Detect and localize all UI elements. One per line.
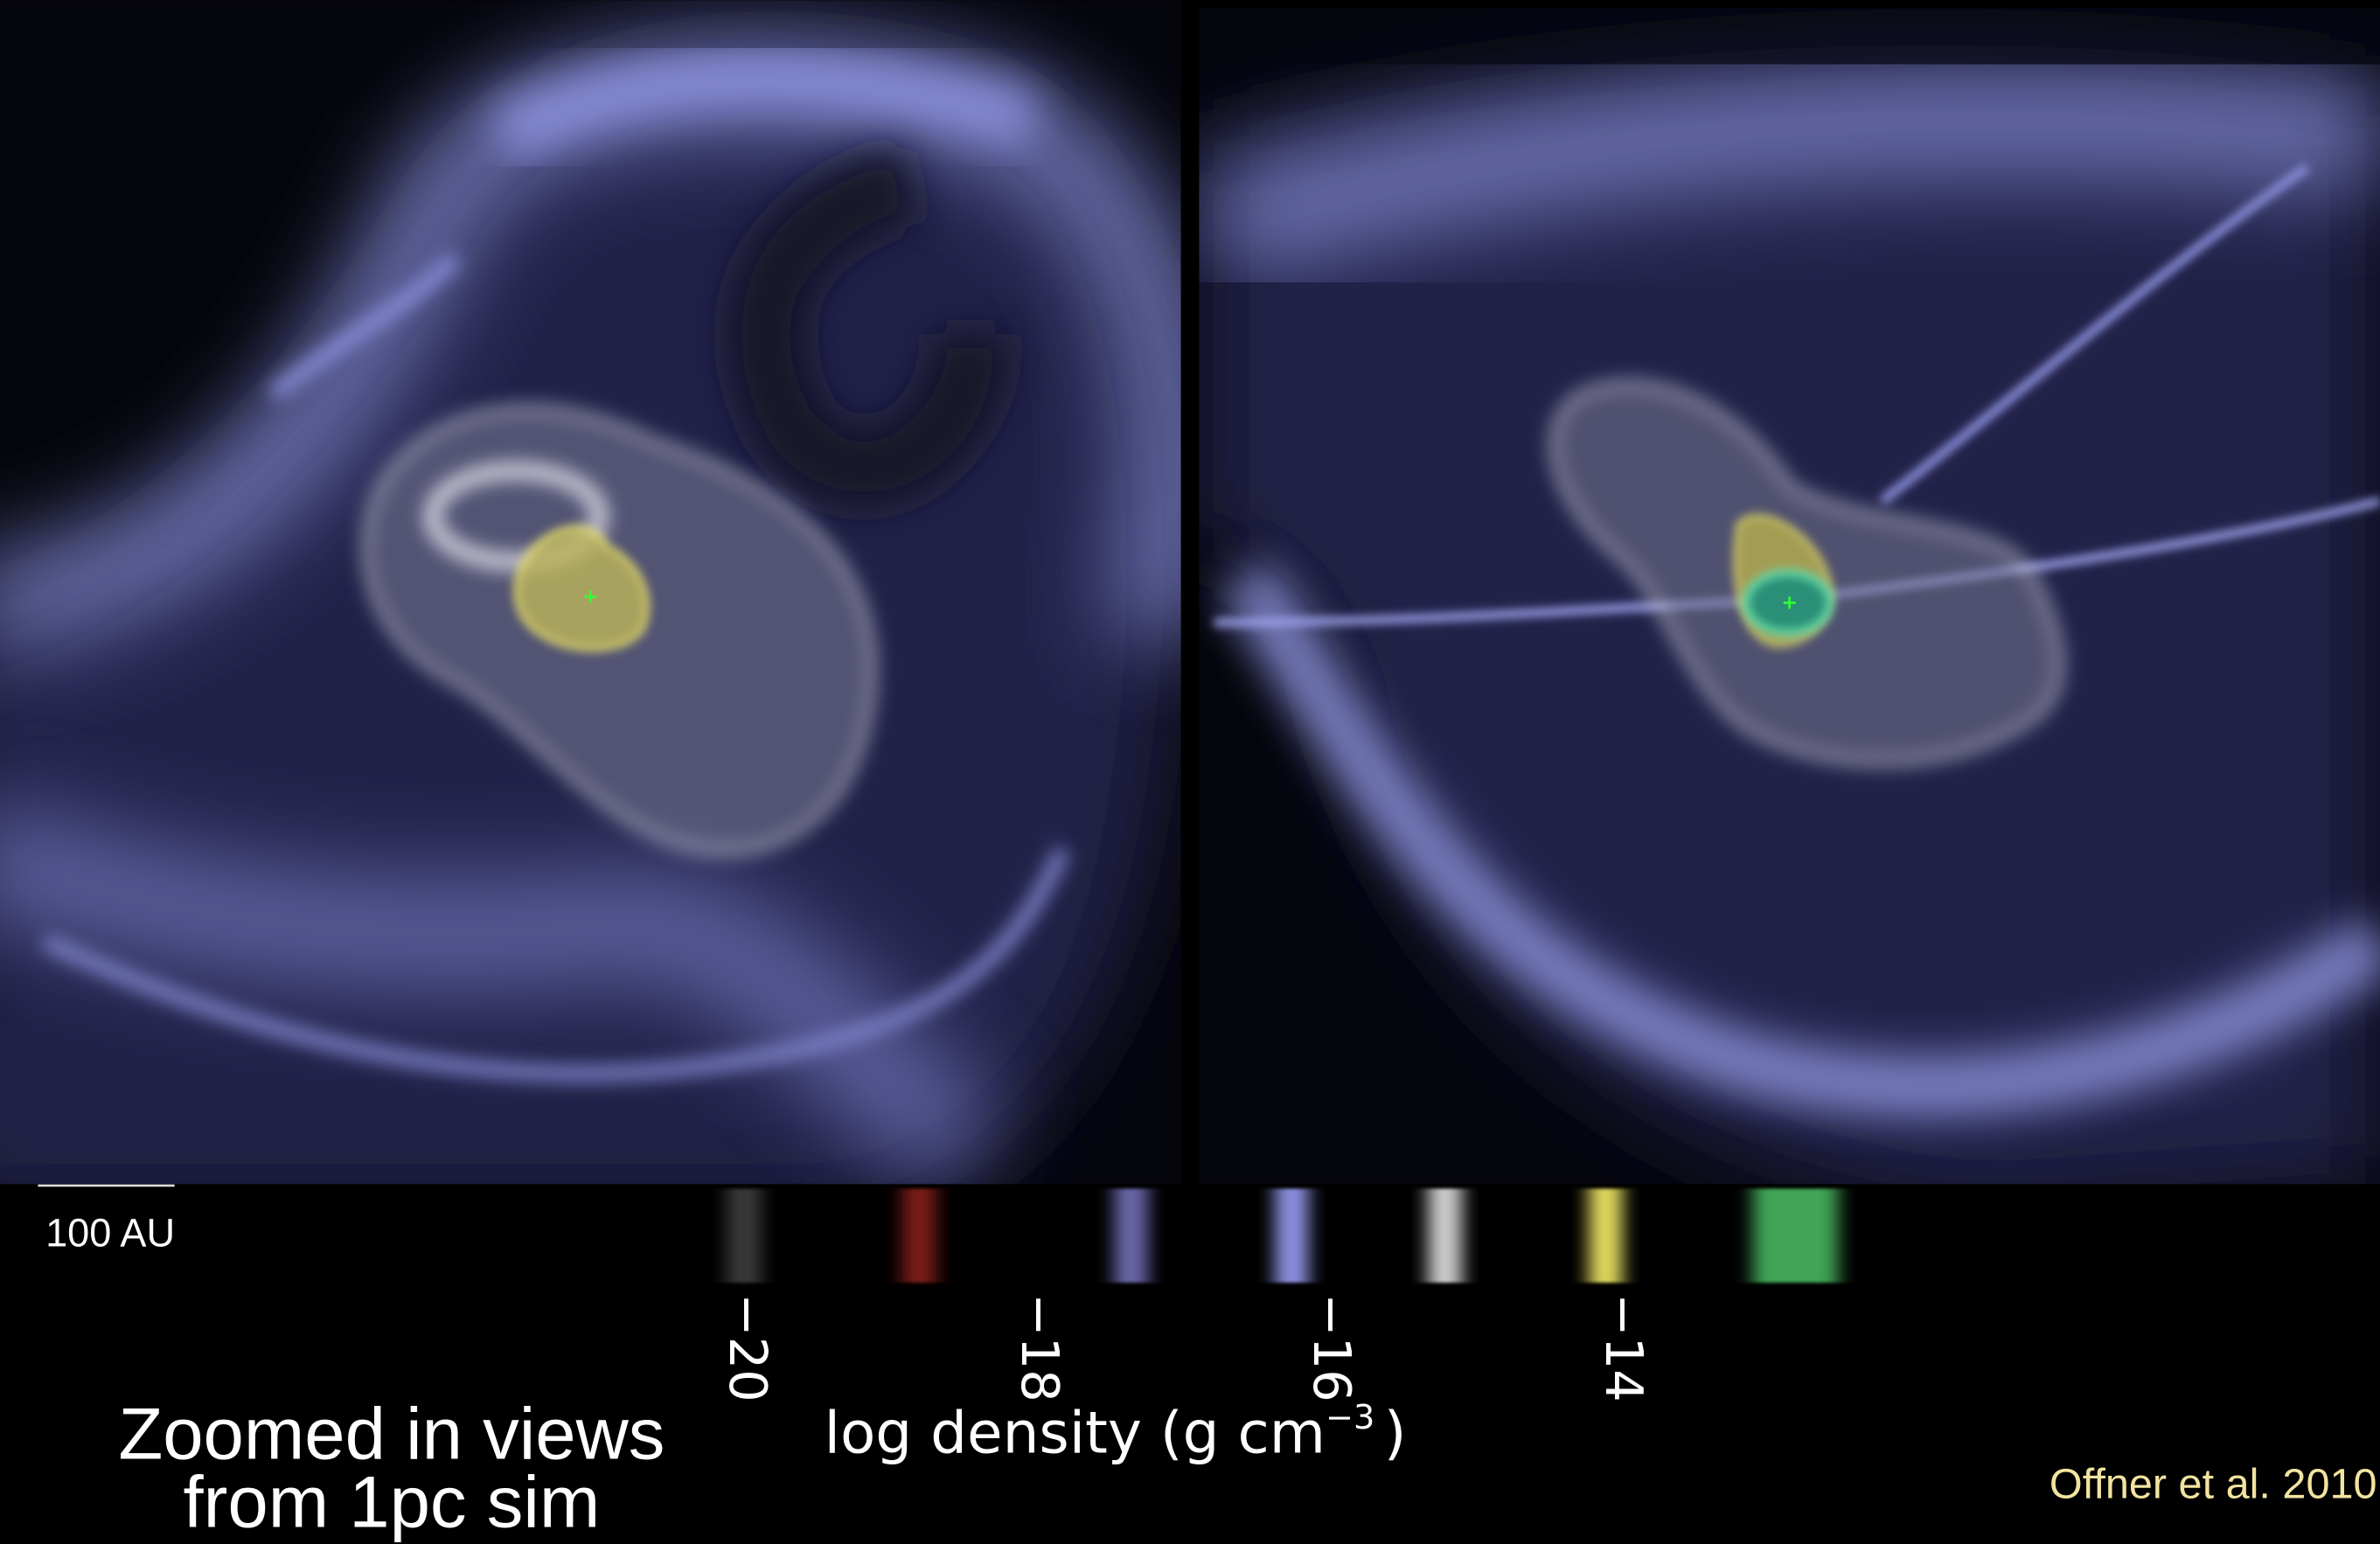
colorbar-band [1753, 1189, 1838, 1283]
tick-label: −16 [1302, 1293, 1362, 1402]
credit: Offner et al. 2010 [2049, 1461, 2377, 1508]
colorbar-label: log density (g cm−3) [825, 1399, 1407, 1467]
colorbar-band [1589, 1189, 1622, 1283]
tick-label: −14 [1594, 1293, 1654, 1402]
colorbar-band [727, 1189, 761, 1283]
scale-label: 100 AU [45, 1210, 175, 1255]
colorbar-band [1115, 1189, 1148, 1283]
left-panel [0, 0, 1181, 1214]
label-close: ) [1384, 1400, 1407, 1467]
label-text: log density (g cm [825, 1400, 1326, 1467]
page: 100 AU Zoomed in views from 1pc sim Offn… [0, 0, 2380, 1544]
colorbar-band [1275, 1189, 1308, 1283]
slide: 100 AU Zoomed in views from 1pc sim Offn… [0, 0, 2380, 1544]
label-superscript: −3 [1326, 1399, 1374, 1437]
caption: from 1pc sim [183, 1462, 600, 1543]
colorbar-band [1429, 1189, 1462, 1283]
right-panel [1199, 8, 2380, 1214]
tick-label: −20 [718, 1293, 778, 1402]
tick-label: −18 [1010, 1293, 1070, 1402]
colorbar-band [902, 1189, 936, 1283]
